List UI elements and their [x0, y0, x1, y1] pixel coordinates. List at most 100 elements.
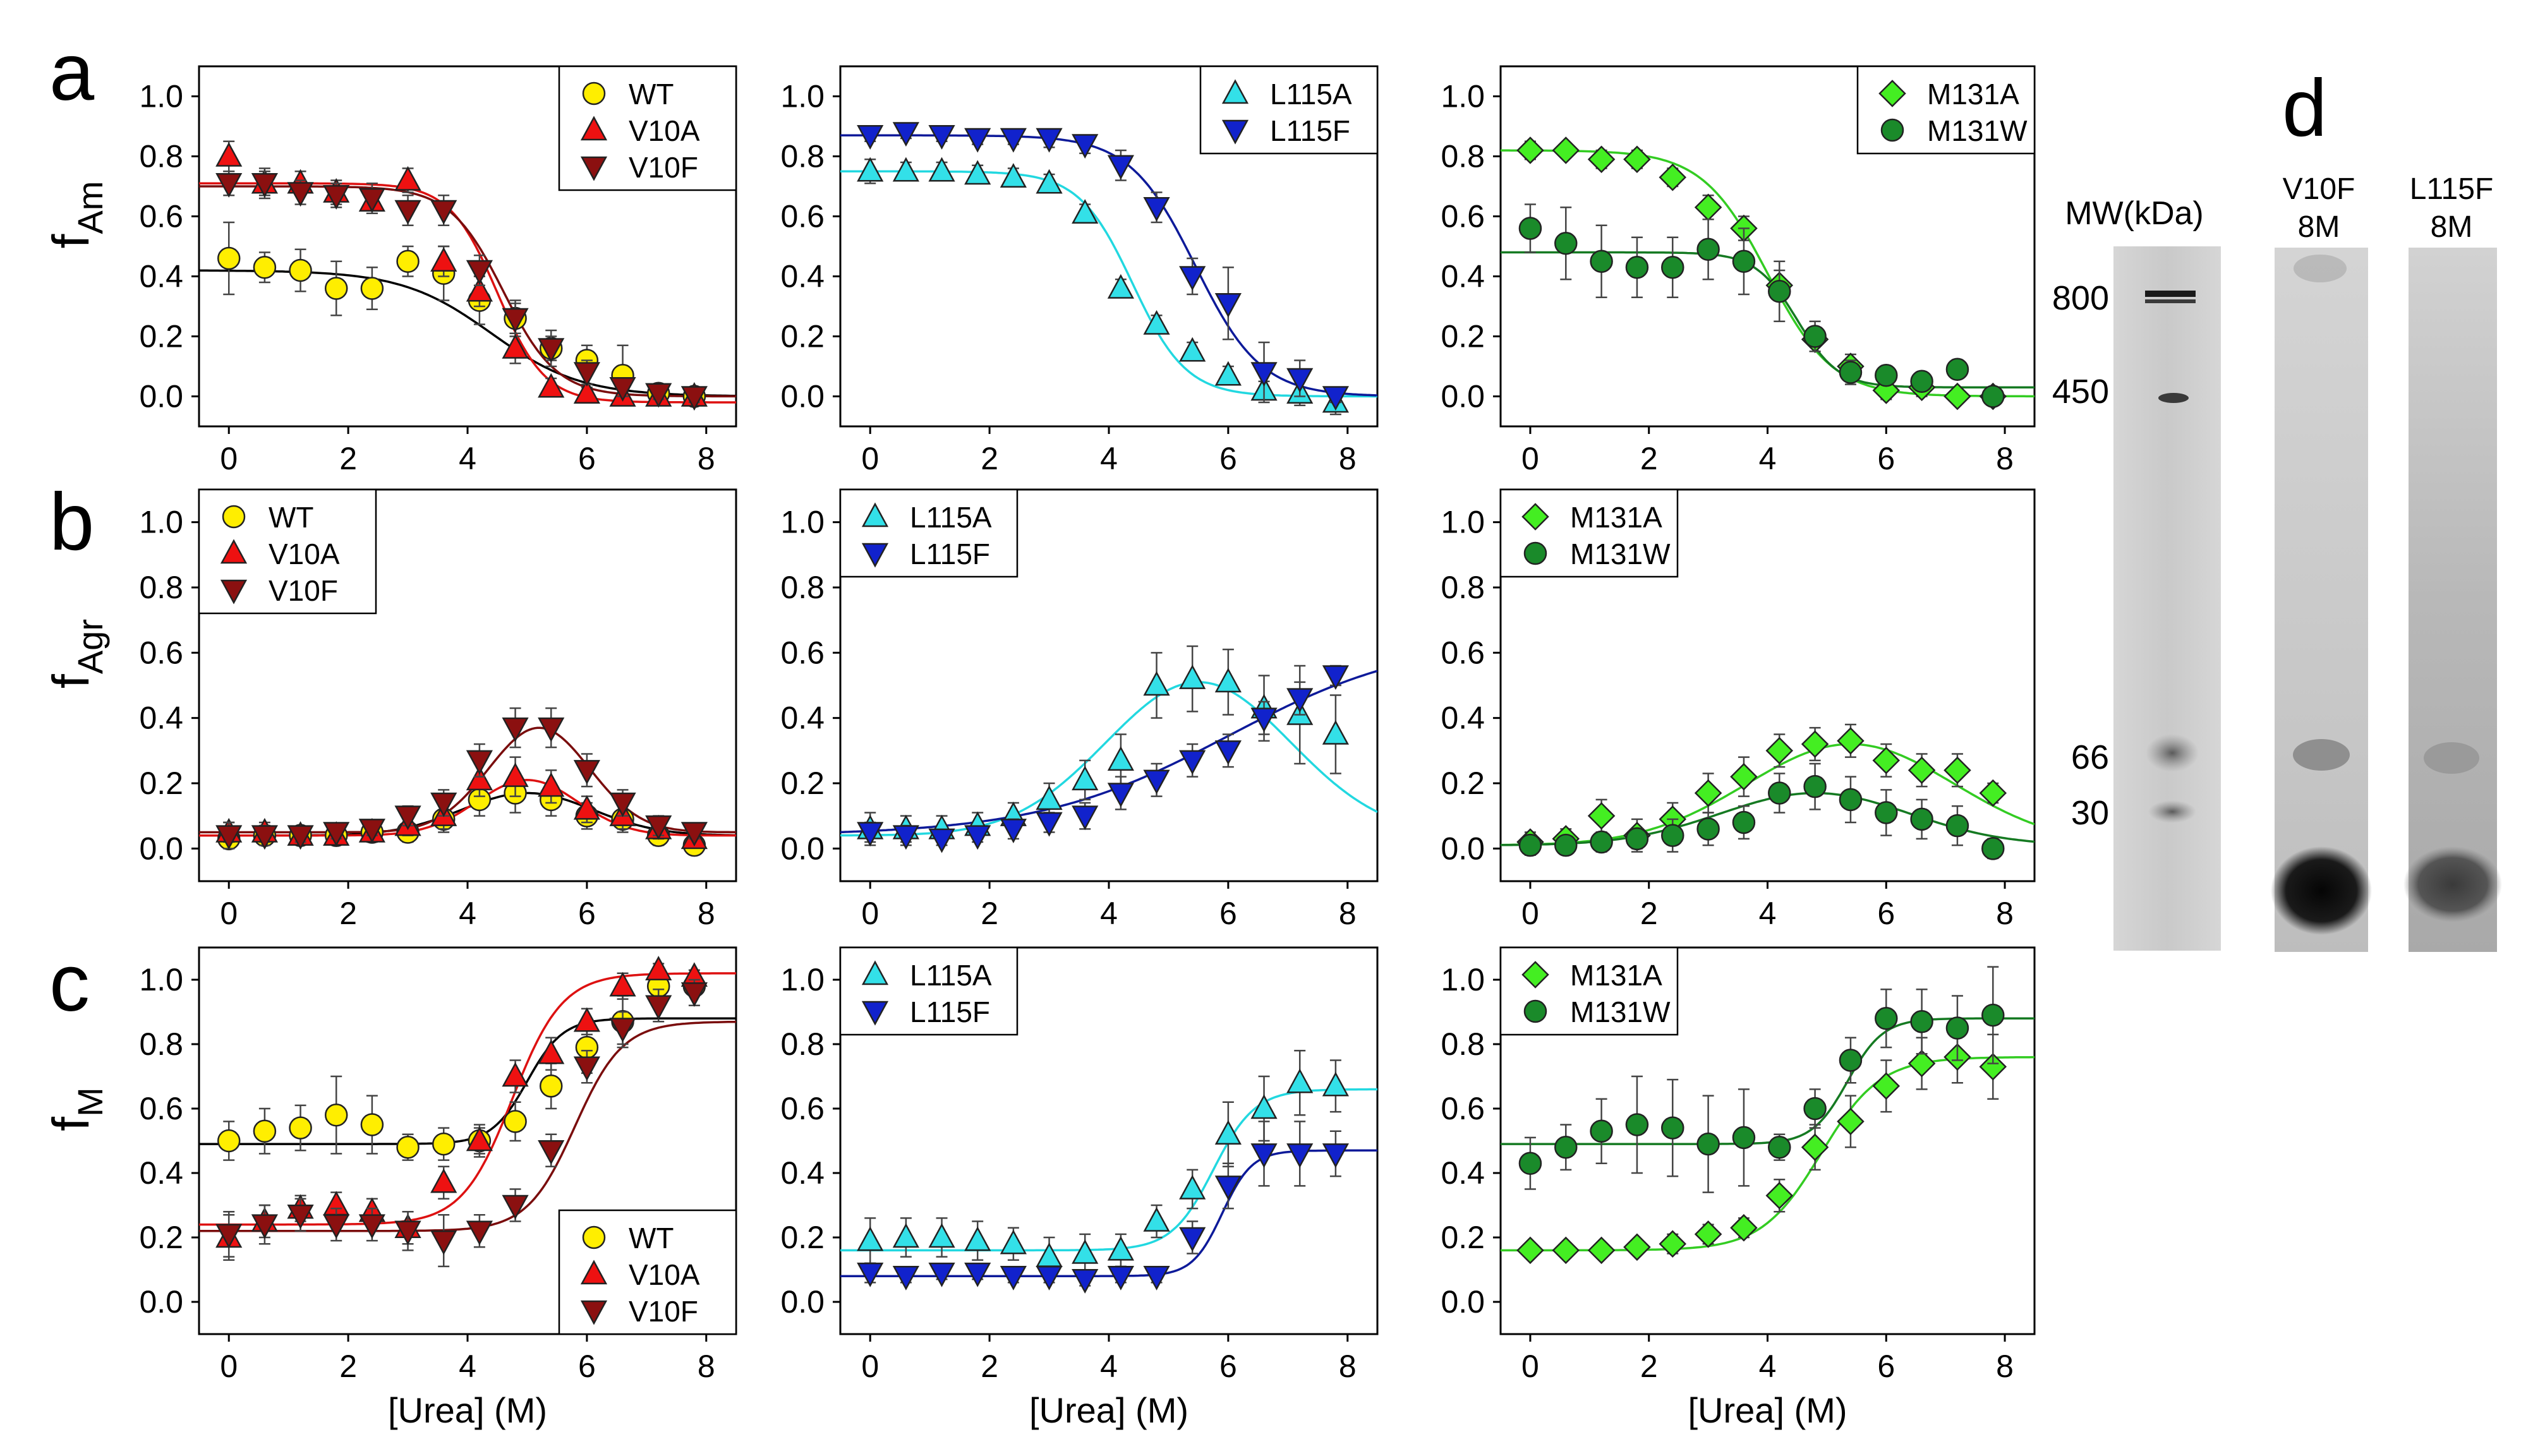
- gel-band-66: [2146, 734, 2199, 772]
- data-point-m131a: [1623, 145, 1651, 174]
- y-tick-label: 0.4: [780, 259, 825, 294]
- fit-line-wt: [199, 269, 736, 397]
- data-point-l115a: [1179, 665, 1206, 689]
- data-point-l115f: [1107, 1265, 1134, 1291]
- x-tick-label: 0: [861, 441, 879, 476]
- data-point-l115a: [1000, 163, 1027, 188]
- data-point-l115a: [1179, 1174, 1206, 1200]
- y-tick-label: 0.2: [780, 319, 825, 354]
- x-tick-label: 4: [1759, 896, 1777, 931]
- data-point-wt: [432, 1132, 456, 1156]
- legend-marker-v10a: [580, 1260, 608, 1285]
- y-tick-label: 1.0: [1441, 505, 1485, 540]
- data-point-l115a: [928, 1223, 955, 1248]
- y-tick-label: 0.2: [1441, 1220, 1485, 1255]
- data-point-m131w: [1518, 1152, 1542, 1175]
- data-point-l115f: [1143, 197, 1170, 222]
- data-point-m131a: [1765, 737, 1794, 765]
- x-tick-label: 2: [339, 896, 357, 931]
- data-point-v10f: [466, 750, 493, 775]
- data-point-m131a: [1907, 756, 1936, 785]
- data-point-l115f: [1036, 812, 1063, 837]
- x-tick-label: 8: [1339, 441, 1357, 476]
- data-point-m131a: [1659, 163, 1687, 191]
- data-point-l115f: [1036, 1265, 1063, 1291]
- data-point-l115f: [1143, 769, 1170, 795]
- x-tick-label: 2: [1640, 1349, 1658, 1384]
- x-tick-label: 6: [1219, 1349, 1237, 1384]
- data-point-l115a: [1214, 668, 1242, 693]
- data-point-m131a: [1623, 1233, 1651, 1261]
- data-point-v10f: [430, 1230, 457, 1255]
- chart-c2: 0 2 4 6 80.00.20.40.60.81.0[Urea] (M)L115AL1…: [780, 946, 1379, 1430]
- data-point-m131a: [1694, 1220, 1722, 1248]
- y-tick-label: 0.8: [1441, 139, 1485, 174]
- data-point-v10f: [645, 995, 672, 1020]
- x-tick-label: 4: [459, 896, 476, 931]
- data-point-l115f: [1214, 1176, 1242, 1201]
- x-tick-label: 4: [1759, 1349, 1777, 1384]
- data-point-l115f: [1214, 740, 1242, 765]
- data-point-v10f: [680, 822, 708, 847]
- y-tick-label: 1.0: [780, 962, 825, 997]
- data-point-l115f: [1107, 783, 1134, 808]
- y-tick-label: 1.0: [780, 505, 825, 540]
- data-point-l115a: [857, 1226, 884, 1251]
- data-point-m131w: [1590, 1119, 1613, 1143]
- x-tick-label: 6: [578, 1349, 596, 1384]
- data-point-v10f: [287, 1205, 314, 1229]
- data-point-l115f: [1250, 362, 1278, 387]
- gel-lane-v10f-top: [2294, 255, 2347, 282]
- data-point-m131a: [1552, 1236, 1580, 1265]
- x-tick-label: 6: [578, 896, 596, 931]
- fit-line-m131a: [1501, 743, 2034, 846]
- fit-line-l115f: [840, 1149, 1377, 1277]
- data-point-v10a: [609, 972, 636, 997]
- data-point-l115f: [1143, 1265, 1170, 1291]
- data-point-wt: [217, 1129, 241, 1153]
- x-tick-label: 4: [459, 1349, 476, 1384]
- data-point-m131w: [1590, 250, 1613, 273]
- y-tick-label: 0.2: [780, 1220, 825, 1255]
- data-point-l115f: [1000, 128, 1027, 153]
- data-point-m131w: [1696, 1132, 1720, 1156]
- y-tick-label: 0.8: [780, 139, 825, 174]
- data-point-l115a: [1214, 361, 1242, 386]
- fit-line-l115a: [840, 1088, 1377, 1252]
- legend-box: [839, 488, 1019, 578]
- data-point-v10a: [466, 277, 493, 302]
- gel-marker-label-30: 30: [2071, 794, 2109, 832]
- data-point-wt: [360, 1113, 384, 1136]
- x-tick-label: 6: [1219, 441, 1237, 476]
- data-point-m131w: [1768, 280, 1791, 303]
- data-point-v10f: [466, 1220, 493, 1246]
- legend-box: [839, 946, 1019, 1036]
- data-point-m131a: [1587, 1236, 1616, 1265]
- data-point-m131a: [1837, 1107, 1865, 1136]
- chart-b1: 0 2 4 6 8 0.0 0.2 0.4 0.6 0.8 1.0 fAgr WT V10A V10F: [42, 488, 737, 931]
- x-tick-label: 0: [1521, 896, 1539, 931]
- data-point-v10a: [466, 1126, 493, 1152]
- legend-marker-m131a: [1521, 503, 1549, 531]
- y-tick-label: 1.0: [139, 79, 183, 114]
- data-point-m131a: [1765, 1181, 1794, 1210]
- data-point-l115f: [1322, 386, 1349, 411]
- y-tick-label: 0.8: [780, 1026, 825, 1062]
- data-point-v10a: [538, 373, 565, 398]
- y-tick-label: 1.0: [1441, 79, 1485, 114]
- data-point-v10f: [215, 1224, 243, 1249]
- data-point-v10f: [609, 377, 636, 402]
- legend: WT V10A V10F: [558, 1209, 737, 1335]
- legend-marker-v10f: [580, 1300, 608, 1325]
- data-point-m131w: [1803, 325, 1827, 348]
- data-point-v10f: [358, 819, 385, 843]
- legend-label-v10a: V10A: [269, 538, 340, 570]
- fit-line-v10a: [199, 779, 736, 837]
- data-point-l115f: [1000, 819, 1027, 843]
- legend-label-m131w: M131W: [1570, 996, 1671, 1028]
- legend-label-m131a: M131A: [1570, 959, 1662, 992]
- data-point-v10f: [680, 982, 708, 1008]
- data-point-l115a: [1214, 1120, 1242, 1145]
- data-point-wt: [324, 1103, 348, 1127]
- data-point-m131a: [1730, 762, 1758, 791]
